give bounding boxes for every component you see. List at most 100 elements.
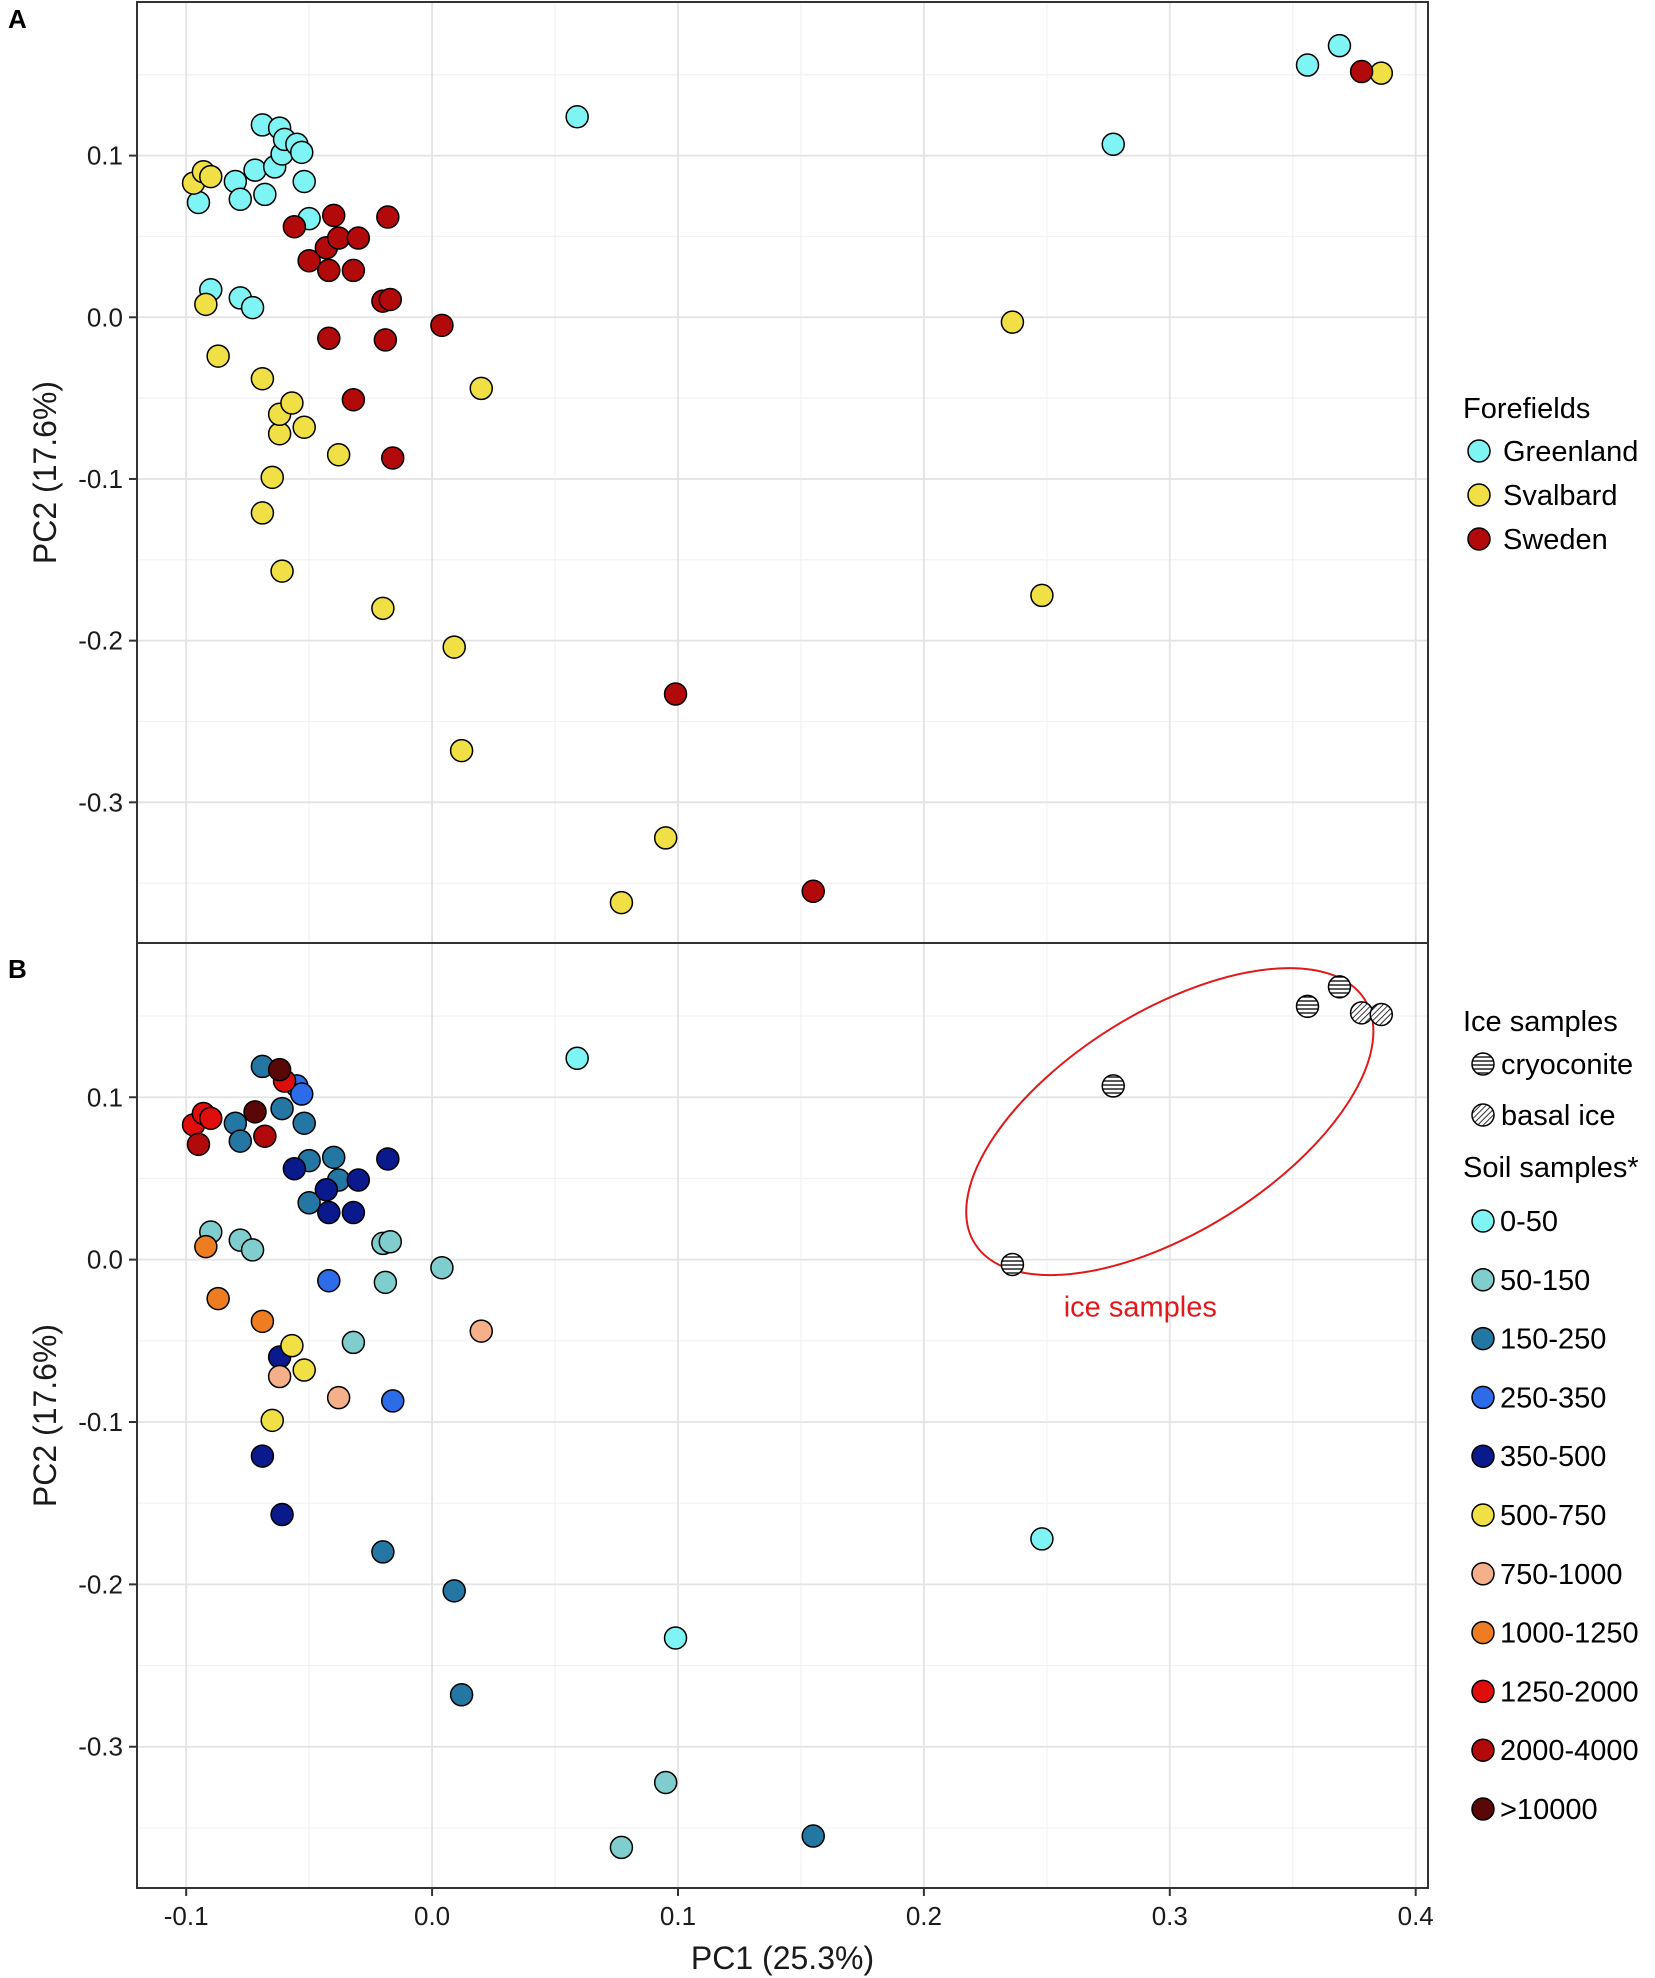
panel-a-legend: Forefields Greenland Svalbard Sweden [1463,393,1638,556]
x-tick-label: 0.2 [906,1901,942,1931]
point-150-250 [228,1129,253,1153]
point-svalbard [270,559,294,583]
point-250-350 [290,1082,314,1106]
point-sweden [1349,59,1374,84]
point-svalbard [326,442,351,467]
legend-key-greenland [1467,439,1491,463]
point-sweden [663,682,688,706]
point-sweden [341,258,366,283]
y-tick-label: -0.3 [78,1732,123,1762]
panel-a-plot: -0.3 -0.2 -0.1 0.0 0.1 PC2 (17.6%) [27,1,1429,944]
point-500-750 [280,1333,304,1358]
panel-label-b: B [8,954,27,984]
point-350-500 [250,1444,275,1468]
point-0-50 [1030,1527,1054,1551]
point-sweden [378,287,403,312]
legend-key-soil-1000-1250 [1471,1620,1495,1645]
legend-key-soil-2000-4000 [1471,1738,1495,1762]
legend-label-cryoconite: cryoconite [1501,1049,1633,1081]
point-1250-2000 [199,1106,223,1131]
point-cryoconite [1295,994,1320,1019]
legend-label-soil-250-350: 250-350 [1500,1382,1606,1414]
panel-border [136,942,1429,1889]
legend-key-soil-750-1000 [1471,1562,1495,1586]
point-svalbard [292,415,316,439]
x-tick-label: 0.4 [1398,1901,1434,1931]
y-tick-label: -0.2 [78,626,123,656]
legend-title-ice-samples: Ice samples [1463,1006,1618,1038]
point-greenland [1327,33,1352,58]
point-750-1000 [469,1319,494,1343]
x-axis-title: PC1 (25.3%) [691,1940,874,1976]
x-tick-label: 0.1 [660,1901,696,1931]
point-svalbard [260,465,284,490]
y-axis-title: PC2 (17.6%) [27,1324,63,1507]
legend-title-soil-samples: Soil samples* [1463,1152,1639,1184]
legend-label-soil-1000-1250: 1000-1250 [1500,1618,1639,1650]
legend-label-basal-ice: basal ice [1501,1100,1615,1132]
point-500-750 [260,1408,284,1433]
point-greenland [243,158,267,182]
point-150-250 [371,1540,395,1564]
legend-key-svalbard [1467,483,1491,507]
point-sweden [346,226,371,250]
point-svalbard [609,890,634,915]
point-greenland [290,140,314,165]
point-50-150 [373,1270,398,1295]
y-tick-label: -0.3 [78,787,123,817]
point-150-250 [321,1145,346,1170]
point-750-1000 [267,1364,292,1389]
point--10000 [243,1100,267,1124]
y-tick-label: -0.1 [78,1407,123,1437]
point-basal-ice [1369,1002,1394,1027]
legend-label-soil-350-500: 350-500 [1500,1441,1606,1473]
legend-label-sweden: Sweden [1503,524,1608,556]
point-cryoconite [1000,1252,1025,1277]
y-tick-label: 0.0 [87,1245,123,1275]
panel-b-plot: -0.3 -0.2 -0.1 0.0 0.1 PC2 (17.6%) -0.1 0.0 0.1 0… [27,942,1434,1976]
point-svalbard [1369,61,1394,85]
y-tick-label: 0.0 [87,302,123,332]
point-350-500 [270,1502,294,1527]
legend-label-soil--10000: >10000 [1500,1794,1598,1826]
point-svalbard [199,164,223,189]
point-1000-1250 [194,1234,218,1259]
panel-b-legend: Ice samples cryoconite basal ice Soil sampl… [1463,1006,1639,1826]
ice-samples-annotation: ice samples [1064,1291,1217,1323]
point-cryoconite [1101,1074,1125,1098]
legend-key-soil-0-50 [1471,1209,1495,1233]
point-sweden [326,226,351,250]
point-sweden [282,214,307,239]
x-tick-label: -0.1 [164,1901,209,1931]
point-250-350 [317,1268,341,1293]
legend-key-soil-350-500 [1471,1444,1495,1468]
legend-label-soil-150-250: 150-250 [1500,1324,1606,1356]
legend-label-soil-0-50: 0-50 [1500,1206,1558,1238]
point-cryoconite [1327,975,1352,999]
legend-label-soil-1250-2000: 1250-2000 [1500,1676,1639,1708]
y-tick-label: 0.1 [87,141,123,171]
legend-key-soil-500-750 [1471,1503,1495,1527]
point-svalbard [371,596,395,621]
legend-label-soil-750-1000: 750-1000 [1500,1559,1623,1591]
point-greenland [186,190,211,215]
point-sweden [430,313,454,338]
legend-key-soil-150-250 [1471,1326,1495,1351]
point-svalbard [1000,310,1025,334]
ice-samples-ellipse [965,967,1375,1277]
y-tick-label: -0.1 [78,464,123,494]
point-svalbard [250,501,275,525]
y-tick-label: 0.1 [87,1082,123,1112]
point-sweden [317,258,341,283]
point-150-250 [442,1579,466,1603]
legend-label-greenland: Greenland [1503,436,1638,468]
panel-label-a: A [8,4,27,34]
legend-label-svalbard: Svalbard [1503,480,1617,512]
point-250-350 [380,1389,405,1413]
point-sweden [373,328,398,352]
point-greenland [565,105,589,129]
point-svalbard [449,738,474,763]
point-150-250 [297,1191,321,1215]
point-350-500 [376,1147,400,1171]
point-sweden [317,326,341,351]
